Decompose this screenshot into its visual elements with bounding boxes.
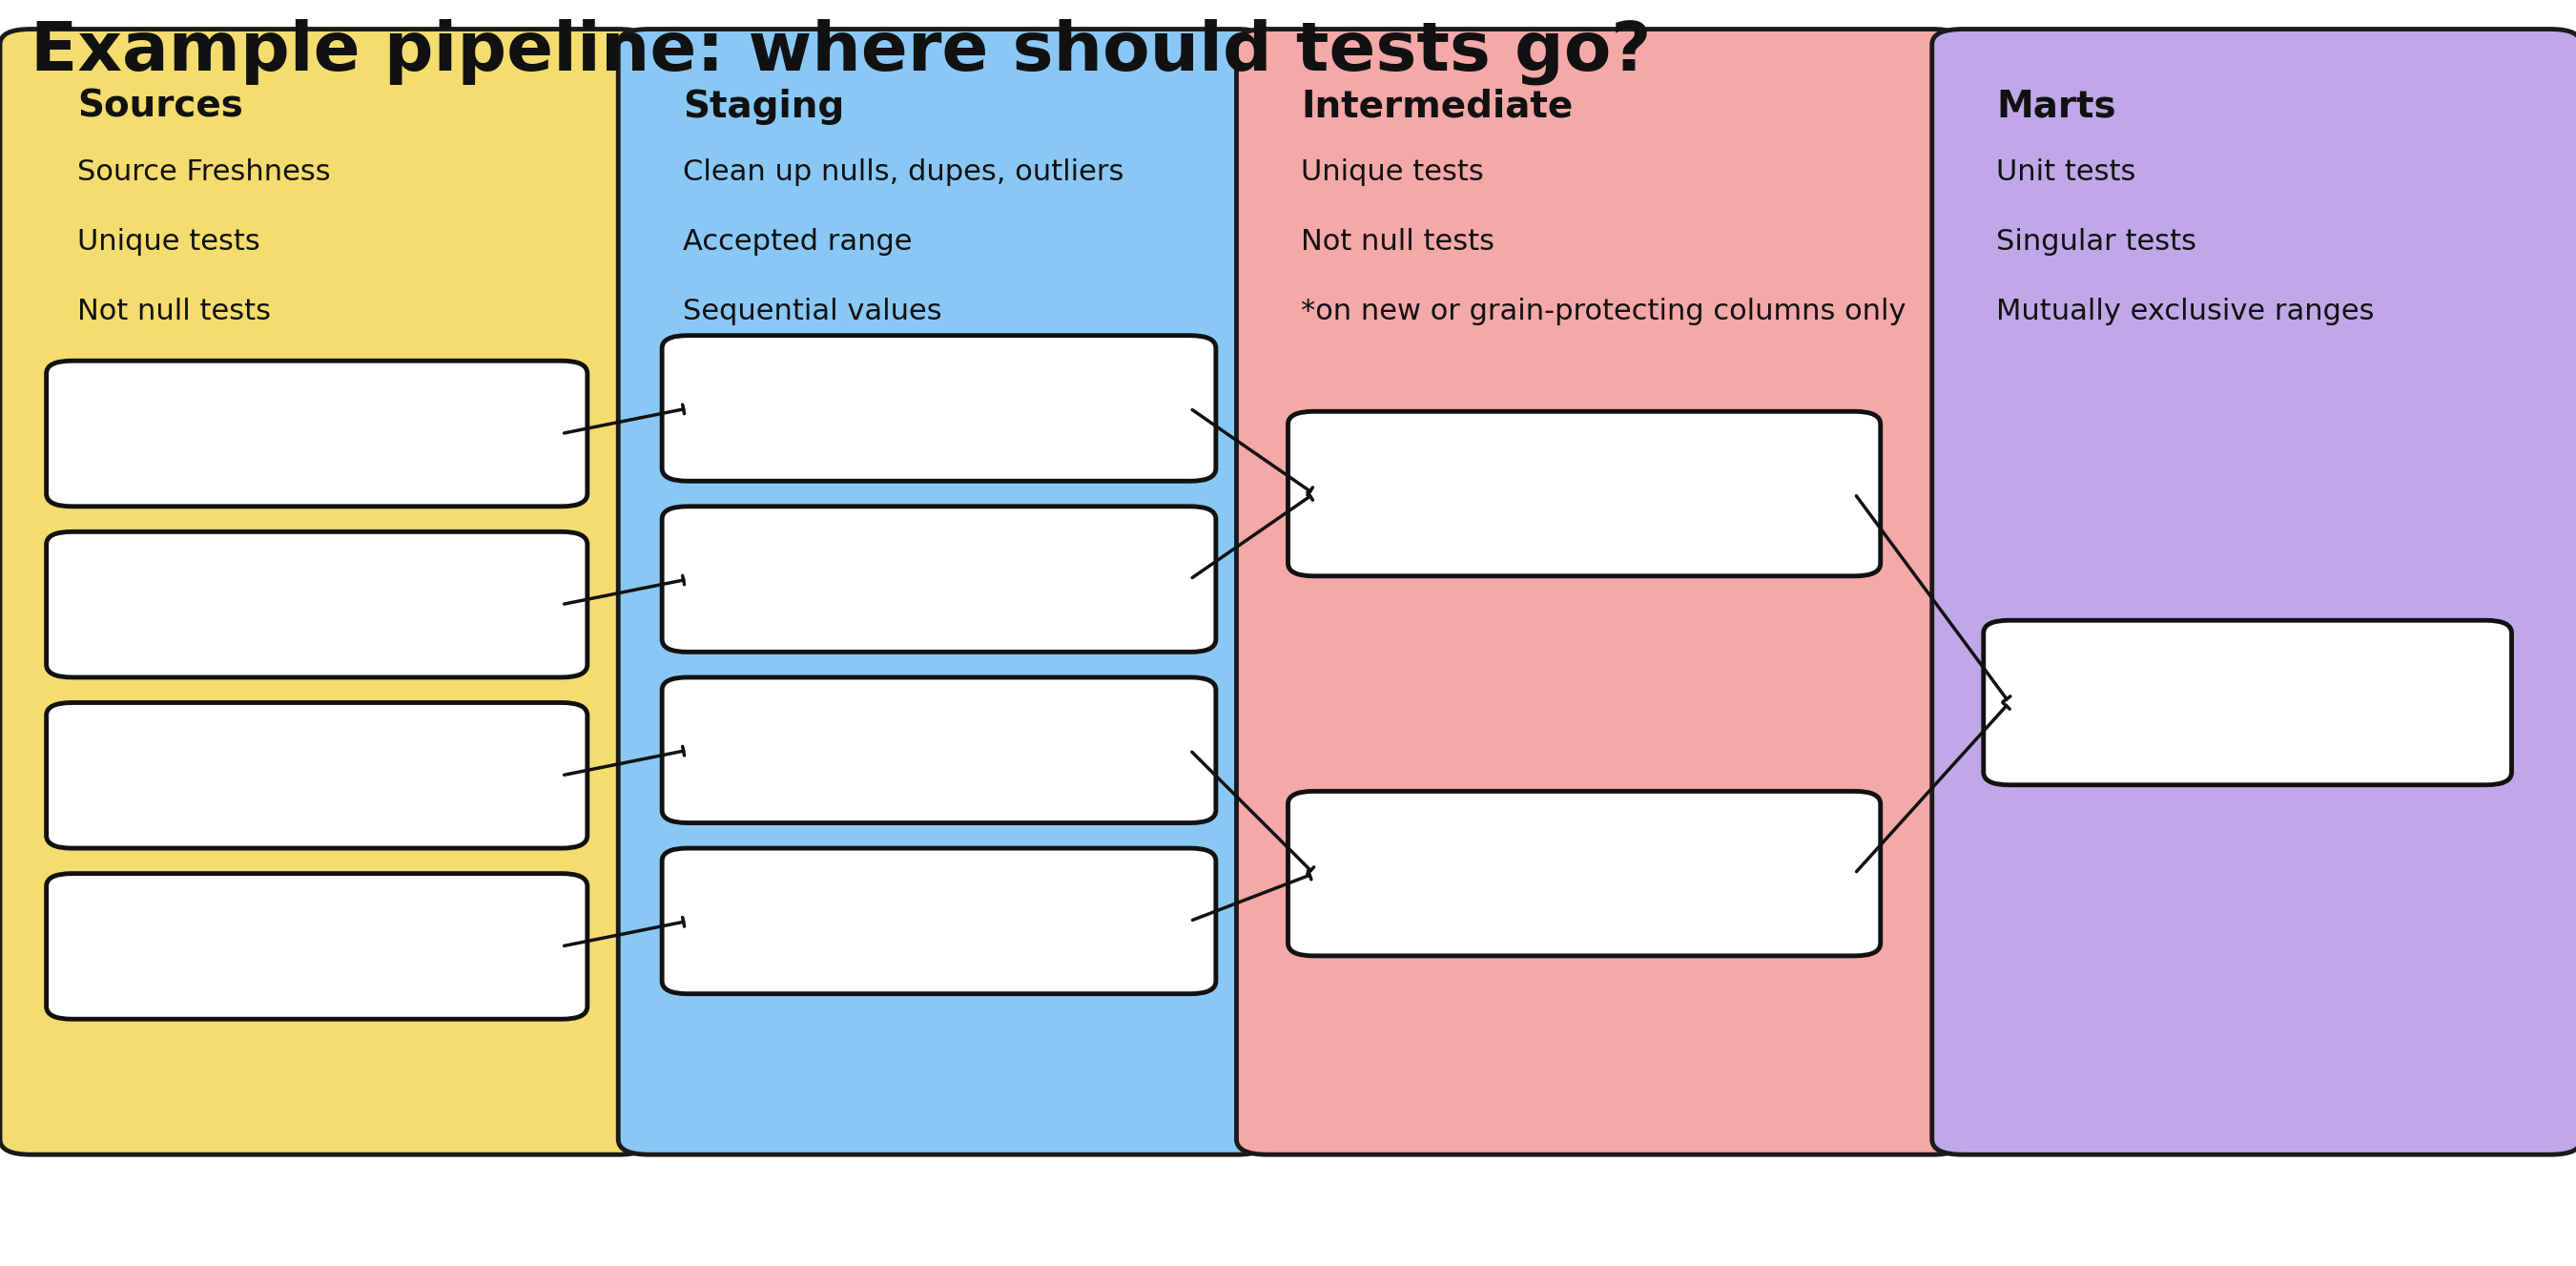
Text: Example pipeline: where should tests go?: Example pipeline: where should tests go? <box>31 19 1651 85</box>
FancyBboxPatch shape <box>46 361 587 506</box>
FancyBboxPatch shape <box>1236 29 1963 1155</box>
Text: *on new or grain-protecting columns only: *on new or grain-protecting columns only <box>1301 298 1906 325</box>
Text: Intermediate: Intermediate <box>1301 89 1574 125</box>
Text: Clean up nulls, dupes, outliers: Clean up nulls, dupes, outliers <box>683 158 1123 186</box>
FancyBboxPatch shape <box>46 874 587 1019</box>
Text: Staging: Staging <box>683 89 845 125</box>
FancyBboxPatch shape <box>618 29 1267 1155</box>
FancyBboxPatch shape <box>1288 791 1880 956</box>
FancyBboxPatch shape <box>46 532 587 677</box>
FancyBboxPatch shape <box>1932 29 2576 1155</box>
Text: Unique tests: Unique tests <box>1301 158 1484 186</box>
Text: Unit tests: Unit tests <box>1996 158 2136 186</box>
Text: Singular tests: Singular tests <box>1996 228 2197 256</box>
Text: Sequential values: Sequential values <box>683 298 943 325</box>
FancyBboxPatch shape <box>662 335 1216 481</box>
FancyBboxPatch shape <box>662 677 1216 823</box>
Text: Unique tests: Unique tests <box>77 228 260 256</box>
FancyBboxPatch shape <box>662 848 1216 994</box>
Text: Not null tests: Not null tests <box>77 298 270 325</box>
Text: Sources: Sources <box>77 89 242 125</box>
Text: Marts: Marts <box>1996 89 2117 125</box>
Text: Accepted range: Accepted range <box>683 228 912 256</box>
FancyBboxPatch shape <box>0 29 649 1155</box>
FancyBboxPatch shape <box>662 506 1216 652</box>
FancyBboxPatch shape <box>1288 411 1880 576</box>
FancyBboxPatch shape <box>46 703 587 848</box>
Text: Source Freshness: Source Freshness <box>77 158 330 186</box>
FancyBboxPatch shape <box>1984 620 2512 785</box>
Text: Mutually exclusive ranges: Mutually exclusive ranges <box>1996 298 2375 325</box>
Text: Not null tests: Not null tests <box>1301 228 1494 256</box>
